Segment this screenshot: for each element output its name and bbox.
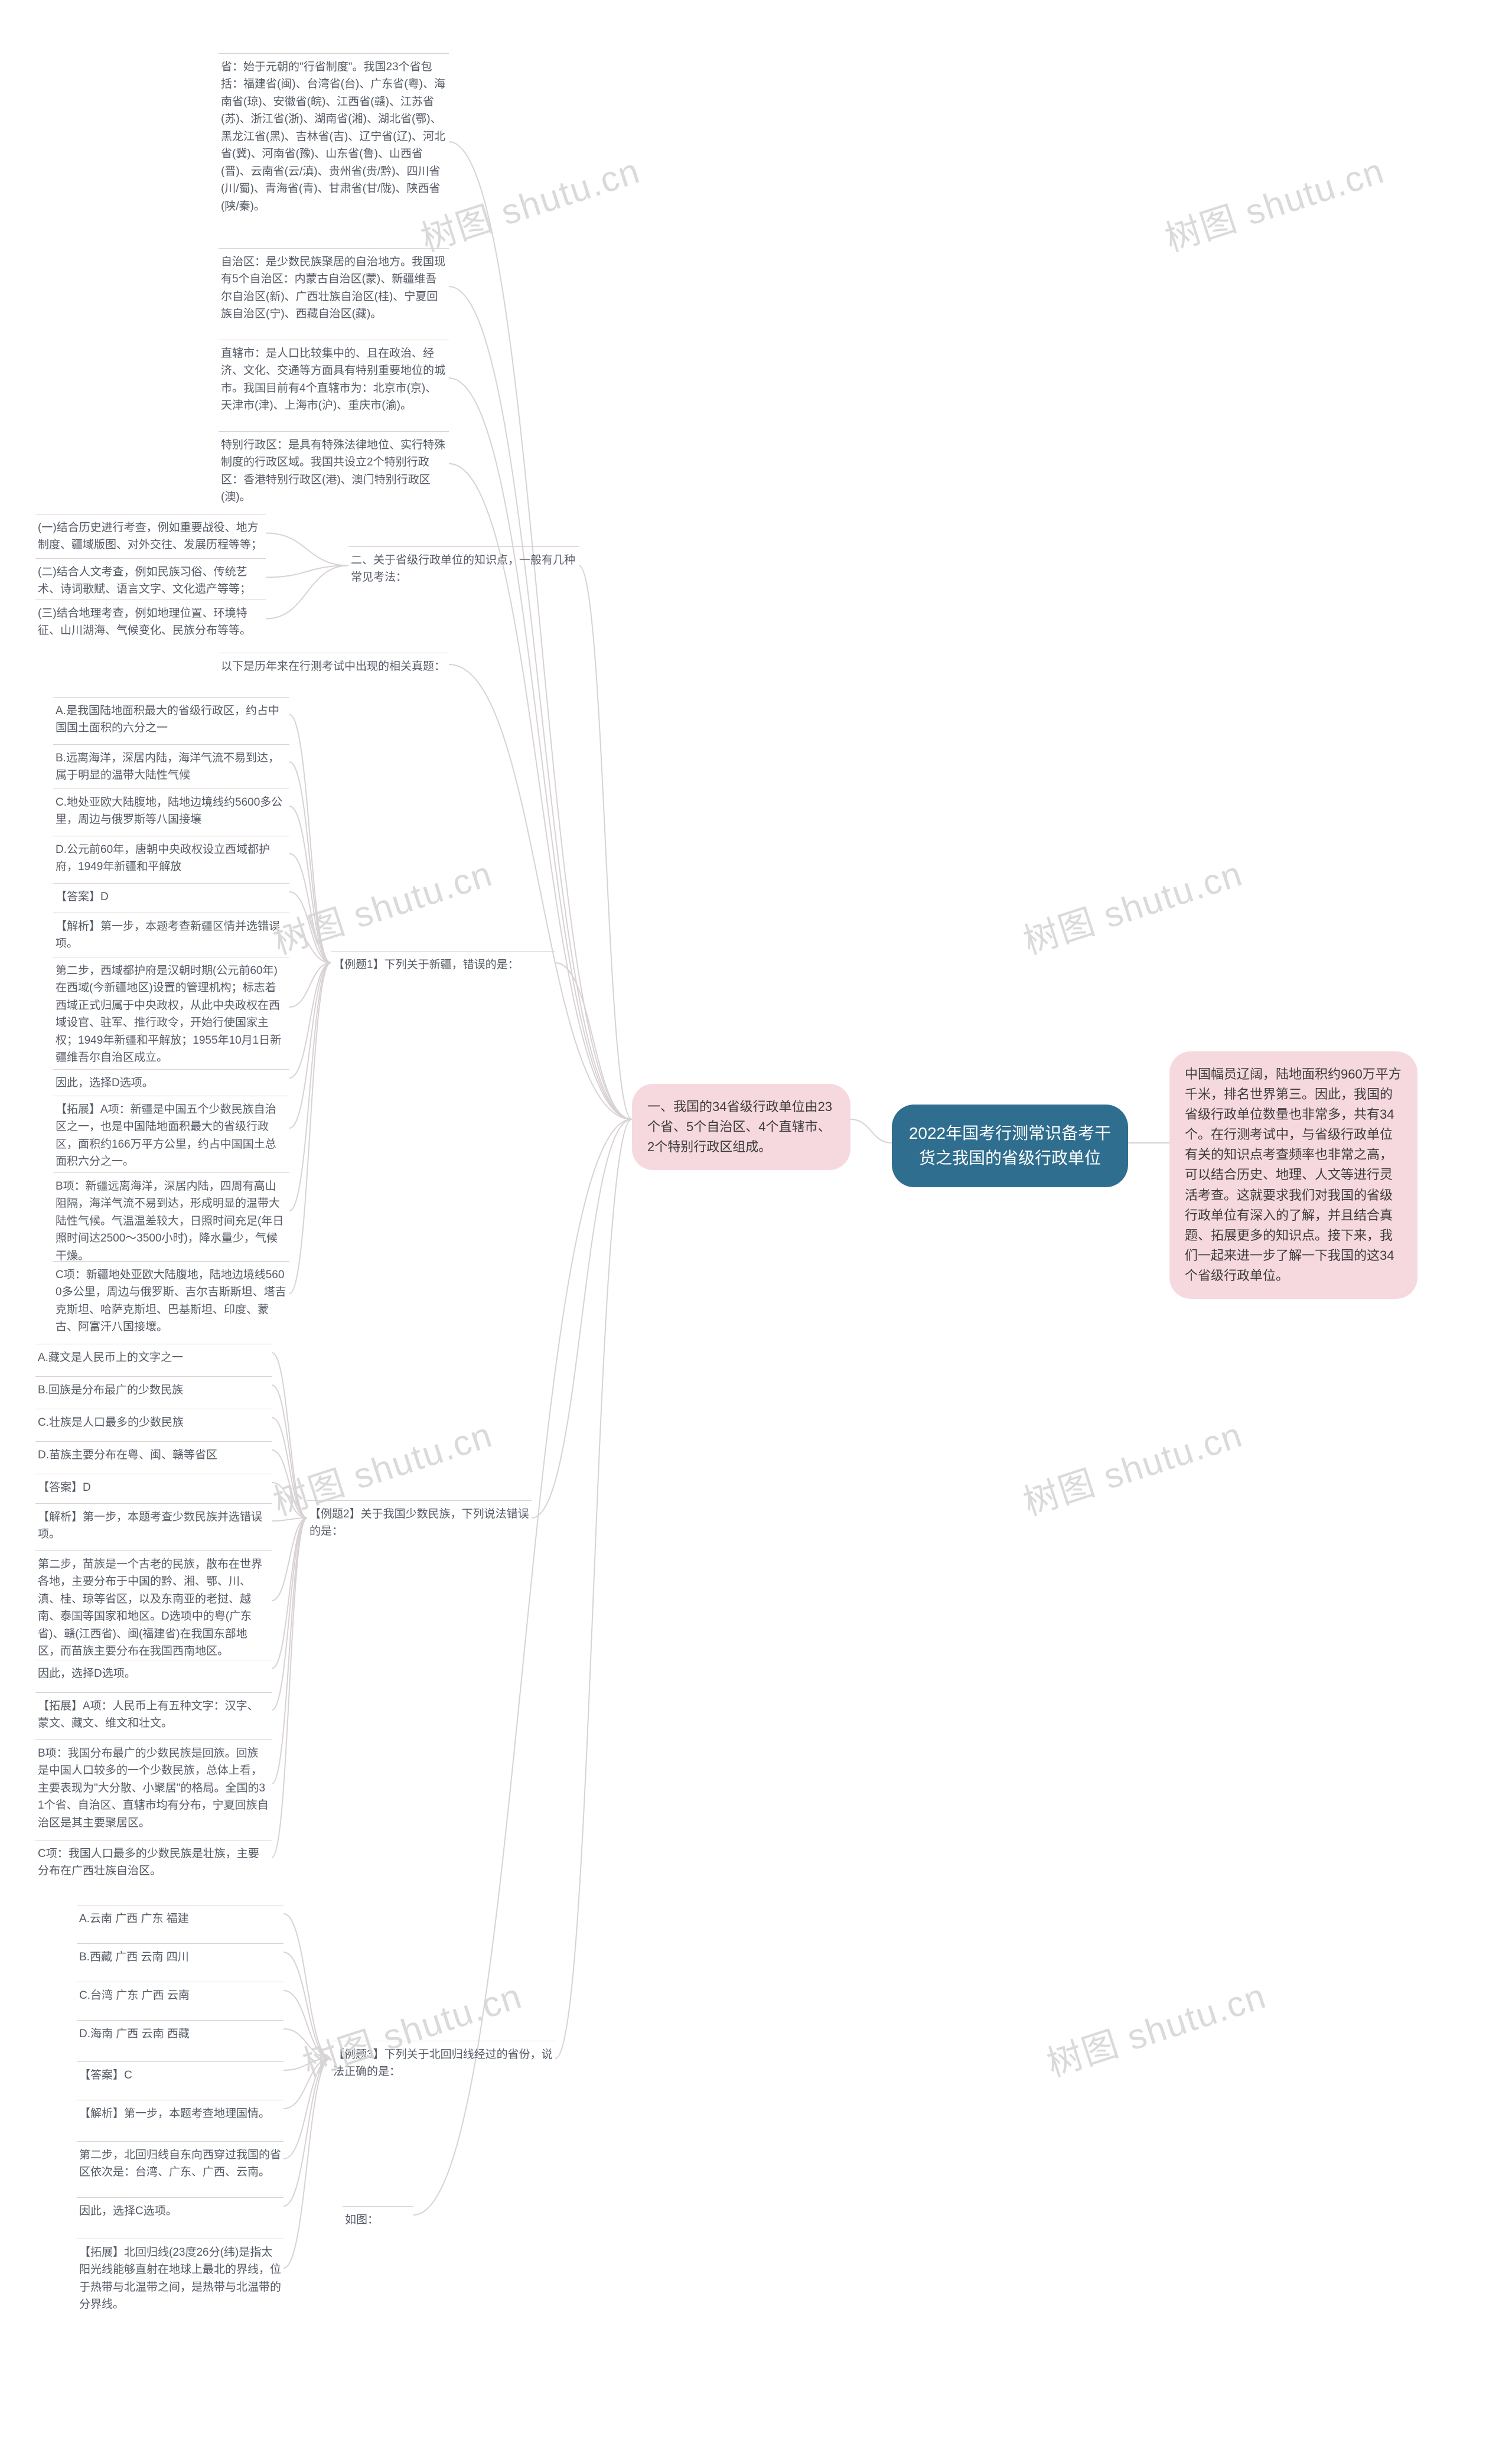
ex1-answer: 【答案】D [53, 883, 289, 911]
ex3-parse-2: 第二步，北回归线自东向西穿过我国的省区依次是：台湾、广东、广西、云南。 [77, 2141, 284, 2187]
watermark: 树图 shutu.cn [266, 845, 498, 965]
watermark: 树图 shutu.cn [1158, 142, 1390, 262]
history-line: 以下是历年来在行测考试中出现的相关真题： [219, 653, 449, 681]
as-shown: 如图： [343, 2206, 413, 2234]
leaf-sar: 特别行政区：是具有特殊法律地位、实行特殊制度的行政区域。我国共设立2个特别行政区… [219, 431, 449, 512]
leaf-two-3: (三)结合地理考查，例如地理位置、环境特征、山川湖海、气候变化、民族分布等等。 [35, 600, 266, 646]
leaf-two-2: (二)结合人文考查，例如民族习俗、传统艺术、诗词歌赋、语言文字、文化遗产等等； [35, 558, 266, 604]
ex2-parse-1: 【解析】第一步，本题考查少数民族并选错误项。 [35, 1503, 272, 1549]
intro-node: 中国幅员辽阔，陆地面积约960万平方千米，排名世界第三。因此，我国的省级行政单位… [1169, 1051, 1418, 1299]
ex1-parse-2: 第二步，西域都护府是汉朝时期(公元前60年)在西域(今新疆地区)设置的管理机构；… [53, 957, 289, 1073]
ex1-conclusion: 因此，选择D选项。 [53, 1069, 289, 1097]
ex3-answer: 【答案】C [77, 2061, 284, 2090]
ex2-ext-a: 【拓展】A项：人民币上有五种文字：汉字、蒙文、藏文、维文和壮文。 [35, 1692, 272, 1738]
ex2-conclusion: 因此，选择D选项。 [35, 1660, 272, 1688]
leaf-municipalities: 直辖市：是人口比较集中的、且在政治、经济、文化、交通等方面具有特别重要地位的城市… [219, 340, 449, 421]
leaf-autonomous: 自治区：是少数民族聚居的自治地方。我国现有5个自治区：内蒙古自治区(蒙)、新疆维… [219, 248, 449, 329]
ex2-ext-c: C项：我国人口最多的少数民族是壮族，主要分布在广西壮族自治区。 [35, 1840, 272, 1886]
ex2-option-c: C.壮族是人口最多的少数民族 [35, 1409, 272, 1437]
ex1-ext-a: 【拓展】A项：新疆是中国五个少数民族自治区之一，也是中国陆地面积最大的省级行政区… [53, 1096, 289, 1177]
ex1-option-a: A.是我国陆地面积最大的省级行政区，约占中国国土面积的六分之一 [53, 697, 289, 743]
leaf-provinces: 省：始于元朝的"行省制度"。我国23个省包括：福建省(闽)、台湾省(台)、广东省… [219, 53, 449, 221]
ex1-option-c: C.地处亚欧大陆腹地，陆地边境线约5600多公里，周边与俄罗斯等八国接壤 [53, 789, 289, 835]
ex1-option-d: D.公元前60年，唐朝中央政权设立西域都护府，1949年新疆和平解放 [53, 836, 289, 882]
ex2-answer: 【答案】D [35, 1474, 272, 1502]
watermark: 树图 shutu.cn [1040, 1967, 1272, 2087]
leaf-two-1: (一)结合历史进行考查，例如重要战役、地方制度、疆域版图、对外交往、发展历程等等… [35, 514, 266, 560]
ex2-option-d: D.苗族主要分布在粤、闽、赣等省区 [35, 1441, 272, 1470]
example-2-title: 【例题2】关于我国少数民族，下列说法错误的是： [307, 1500, 532, 1546]
branch-two: 二、关于省级行政单位的知识点，一般有几种常见考法： [348, 546, 579, 592]
ex3-option-c: C.台湾 广东 广西 云南 [77, 1982, 284, 2010]
center-node: 2022年国考行测常识备考干货之我国的省级行政单位 [892, 1105, 1128, 1187]
example-3-title: 【例题3】下列关于北回归线经过的省份，说法正确的是： [331, 2041, 555, 2087]
ex2-option-a: A.藏文是人民币上的文字之一 [35, 1344, 272, 1372]
watermark: 树图 shutu.cn [1016, 845, 1249, 965]
ex2-parse-2: 第二步，苗族是一个古老的民族，散布在世界各地，主要分布于中国的黔、湘、鄂、川、滇… [35, 1550, 272, 1666]
ex2-option-b: B.回族是分布最广的少数民族 [35, 1376, 272, 1405]
ex3-parse-1: 【解析】第一步，本题考查地理国情。 [77, 2100, 284, 2128]
ex3-ext: 【拓展】北回归线(23度26分(纬)是指太阳光线能够直射在地球上最北的界线，位于… [77, 2239, 284, 2320]
mindmap-canvas: 2022年国考行测常识备考干货之我国的省级行政单位 中国幅员辽阔，陆地面积约96… [0, 0, 1512, 2440]
ex1-parse-1: 【解析】第一步，本题考查新疆区情并选错误项。 [53, 913, 289, 959]
branch-one: 一、我国的34省级行政单位由23个省、5个自治区、4个直辖市、2个特别行政区组成… [632, 1084, 850, 1170]
ex1-ext-b: B项：新疆远离海洋，深居内陆，四周有高山阻隔，海洋气流不易到达，形成明显的温带大… [53, 1172, 289, 1271]
ex2-ext-b: B项：我国分布最广的少数民族是回族。回族是中国人口较多的一个少数民族，总体上看，… [35, 1739, 272, 1838]
example-1-title: 【例题1】下列关于新疆，错误的是： [331, 951, 555, 979]
watermark: 树图 shutu.cn [1016, 1406, 1249, 1526]
ex3-option-d: D.海南 广西 云南 西藏 [77, 2020, 284, 2048]
ex3-conclusion: 因此，选择C选项。 [77, 2197, 284, 2226]
ex3-option-a: A.云南 广西 广东 福建 [77, 1905, 284, 1933]
ex3-option-b: B.西藏 广西 云南 四川 [77, 1943, 284, 1972]
ex1-ext-c: C项：新疆地处亚欧大陆腹地，陆地边境线5600多公里，周边与俄罗斯、吉尔吉斯斯坦… [53, 1261, 289, 1342]
ex1-option-b: B.远离海洋，深居内陆，海洋气流不易到达，属于明显的温带大陆性气候 [53, 744, 289, 790]
